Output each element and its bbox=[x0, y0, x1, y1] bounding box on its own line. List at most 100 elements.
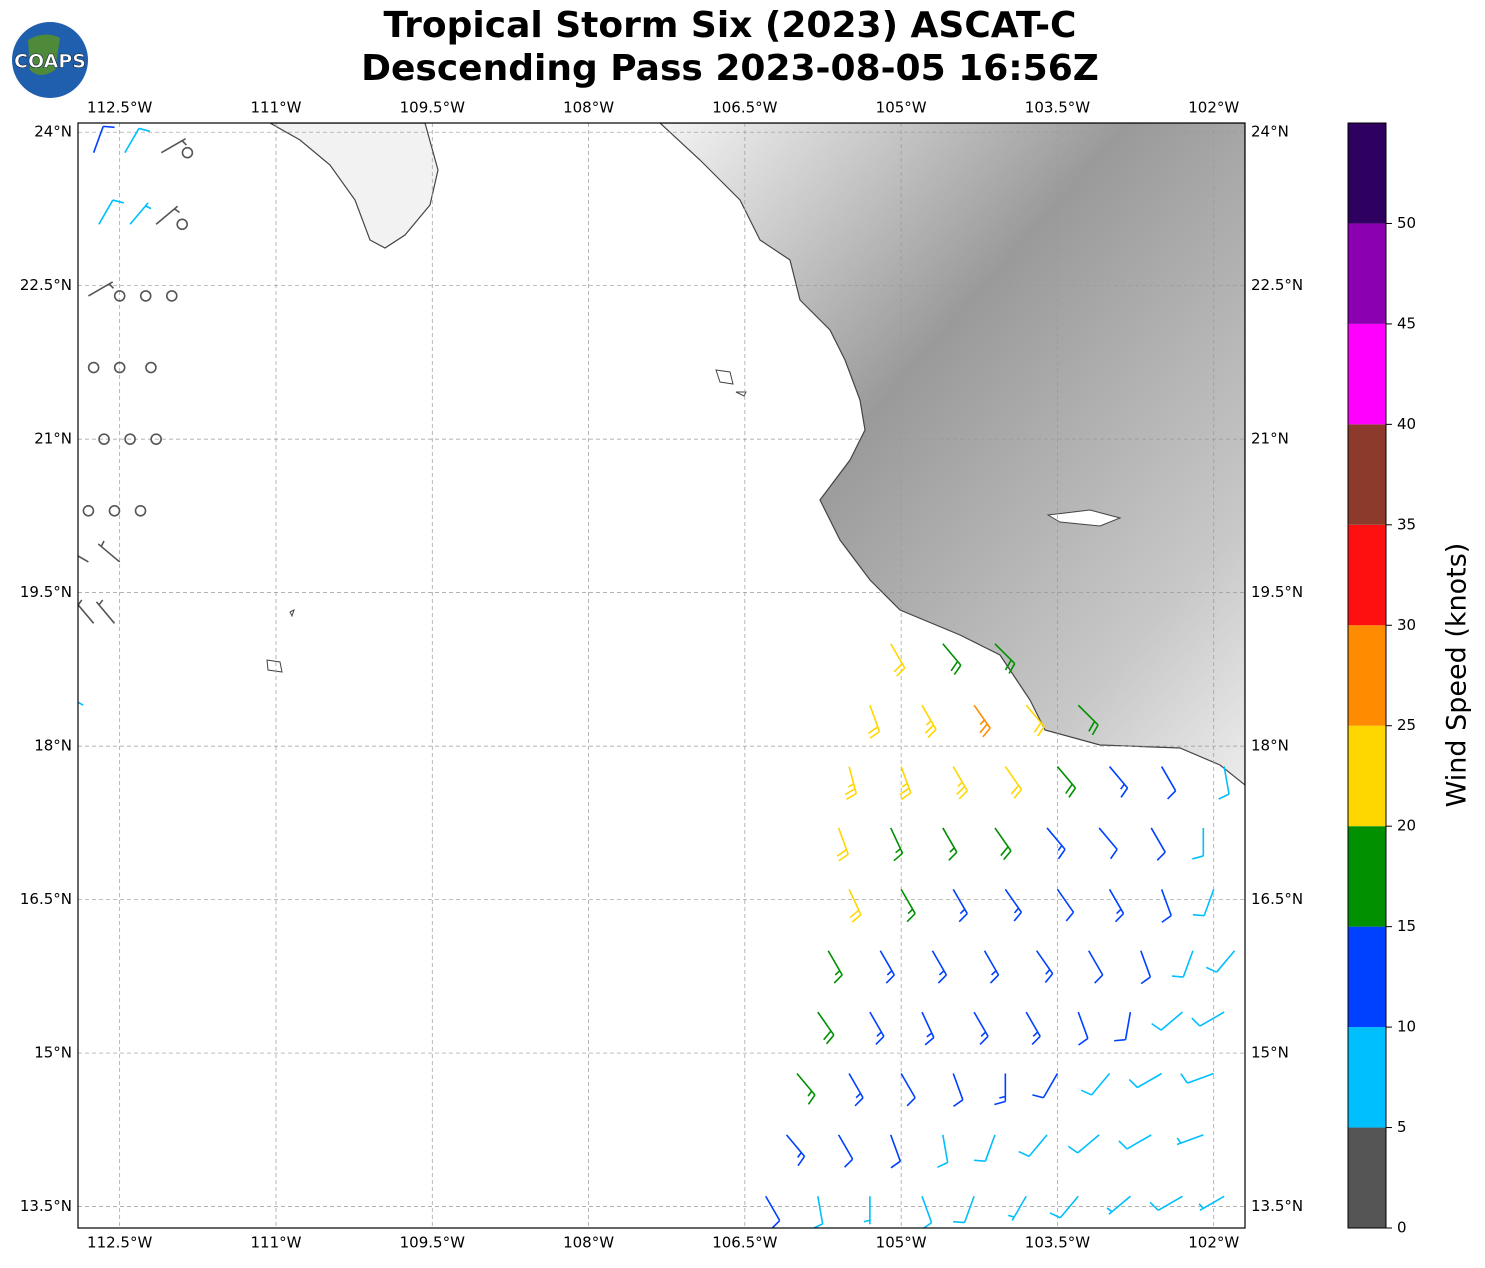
wind-barb bbox=[952, 766, 968, 800]
x-tick-label: 109.5°W bbox=[400, 99, 465, 117]
colorbar-segment bbox=[1348, 223, 1386, 324]
wind-barb bbox=[889, 1134, 902, 1169]
calm-circle bbox=[113, 361, 126, 374]
wind-barb bbox=[953, 1196, 975, 1224]
x-tick-label: 112.5°W bbox=[87, 99, 152, 117]
y-tick-label: 13.5°N bbox=[20, 1197, 72, 1215]
x-tick-label: 105°W bbox=[876, 1234, 927, 1252]
wind-barb bbox=[848, 1073, 864, 1107]
colorbar-tick-label: 10 bbox=[1397, 1018, 1416, 1036]
calm-circle bbox=[113, 290, 126, 302]
x-tick-label: 106.5°W bbox=[712, 1234, 777, 1252]
calm-circle bbox=[134, 504, 147, 517]
wind-barb bbox=[78, 554, 89, 563]
colorbar-tick-label: 30 bbox=[1397, 616, 1416, 634]
x-tick-label: 105°W bbox=[876, 99, 927, 117]
colorbar-segment bbox=[1348, 1027, 1386, 1128]
wind-barb bbox=[129, 202, 152, 225]
y-tick-label: 18°N bbox=[34, 737, 72, 755]
colorbar-segment bbox=[1348, 826, 1386, 927]
y-tick-label: 22.5°N bbox=[1251, 276, 1303, 294]
colorbar-segment bbox=[1348, 725, 1386, 827]
wind-barb bbox=[921, 1011, 935, 1046]
baja bbox=[268, 123, 439, 249]
colorbar-tick-label: 0 bbox=[1397, 1219, 1407, 1237]
wind-barb bbox=[1128, 1072, 1163, 1089]
calm-circle bbox=[82, 504, 95, 517]
wind-barb bbox=[1035, 950, 1054, 983]
colorbar-frame bbox=[1347, 122, 1387, 1229]
barbs bbox=[78, 125, 1236, 1228]
calm-circle bbox=[176, 218, 188, 231]
wind-barb bbox=[942, 643, 962, 676]
calm-circle bbox=[108, 504, 121, 517]
x-tick-label: 103.5°W bbox=[1025, 1234, 1090, 1252]
mainland bbox=[659, 123, 1245, 786]
wind-barb bbox=[1088, 950, 1104, 984]
colorbar-tick-label: 25 bbox=[1397, 716, 1416, 734]
wind-barb bbox=[994, 643, 1016, 674]
wind-barb bbox=[836, 827, 849, 862]
wind-barb bbox=[1018, 1134, 1048, 1158]
wind-barb bbox=[900, 1073, 916, 1107]
wind-barb bbox=[765, 1195, 781, 1228]
wind-barb bbox=[837, 1134, 854, 1168]
wind-barb bbox=[1077, 1011, 1089, 1046]
wind-barb bbox=[1067, 1134, 1100, 1154]
calm-circle bbox=[87, 361, 100, 374]
logo-text: COAPS bbox=[14, 51, 86, 73]
y-tick-label: 16.5°N bbox=[1251, 890, 1303, 908]
y-tick-label: 18°N bbox=[1251, 737, 1289, 755]
y-tick-label: 19.5°N bbox=[20, 583, 72, 601]
x-tick-label: 106.5°W bbox=[712, 99, 777, 117]
wind-barb bbox=[1140, 950, 1152, 985]
y-tick-label: 21°N bbox=[34, 430, 72, 448]
grid bbox=[78, 123, 1245, 1228]
x-tick-label: 112.5°W bbox=[87, 1234, 152, 1252]
wind-barb bbox=[1149, 1195, 1183, 1211]
wind-barb bbox=[1192, 827, 1205, 860]
y-tick-label: 15°N bbox=[1251, 1044, 1289, 1062]
wind-barb bbox=[796, 1072, 816, 1105]
wind-barb bbox=[78, 599, 95, 624]
y-tick-label: 24°N bbox=[34, 123, 72, 141]
map-frame bbox=[77, 122, 1246, 1229]
wind-barb bbox=[921, 704, 937, 739]
y-tick-label: 19.5°N bbox=[1251, 583, 1303, 601]
y-tick-label: 15°N bbox=[34, 1044, 72, 1062]
chart-title: Tropical Storm Six (2023) ASCAT-C bbox=[384, 5, 1077, 46]
wind-barb bbox=[88, 281, 115, 297]
wind-barb bbox=[1160, 766, 1177, 800]
wind-barb bbox=[1080, 1072, 1111, 1096]
calm-circle bbox=[98, 433, 110, 445]
wind-barb bbox=[869, 1011, 885, 1046]
colorbar-segment bbox=[1348, 1127, 1386, 1228]
wind-barb bbox=[879, 950, 896, 984]
wind-barb bbox=[827, 950, 843, 984]
colorbar-tick-label: 50 bbox=[1397, 214, 1416, 232]
x-tick-label: 109.5°W bbox=[400, 1234, 465, 1252]
wind-barb bbox=[785, 1134, 806, 1167]
wind-barb bbox=[155, 205, 181, 225]
wind-barb bbox=[1098, 827, 1118, 860]
wind-barb bbox=[1180, 1072, 1215, 1084]
calm-circle bbox=[150, 433, 162, 445]
wind-barb bbox=[817, 1011, 835, 1045]
wind-barb bbox=[1077, 704, 1099, 736]
island bbox=[266, 369, 747, 673]
wind-barb bbox=[867, 704, 881, 739]
wind-barb bbox=[1171, 950, 1194, 978]
wind-barb bbox=[890, 827, 904, 862]
colorbar-label: Wind Speed (knots) bbox=[1442, 543, 1473, 808]
wind-barb bbox=[1056, 888, 1075, 922]
wind-barb bbox=[994, 827, 1012, 861]
wind-barb bbox=[1108, 766, 1129, 798]
wind-barb bbox=[863, 1196, 871, 1225]
wind-barb bbox=[92, 125, 115, 153]
colorbar: 0 5 10 15 20 25 30 35 40 45 50 bbox=[1347, 122, 1416, 1237]
wind-barb bbox=[900, 888, 916, 923]
calm-circle bbox=[181, 146, 194, 159]
wind-barb bbox=[952, 888, 968, 923]
colorbar-tick-label: 5 bbox=[1397, 1118, 1407, 1136]
calm-circle bbox=[145, 361, 157, 374]
